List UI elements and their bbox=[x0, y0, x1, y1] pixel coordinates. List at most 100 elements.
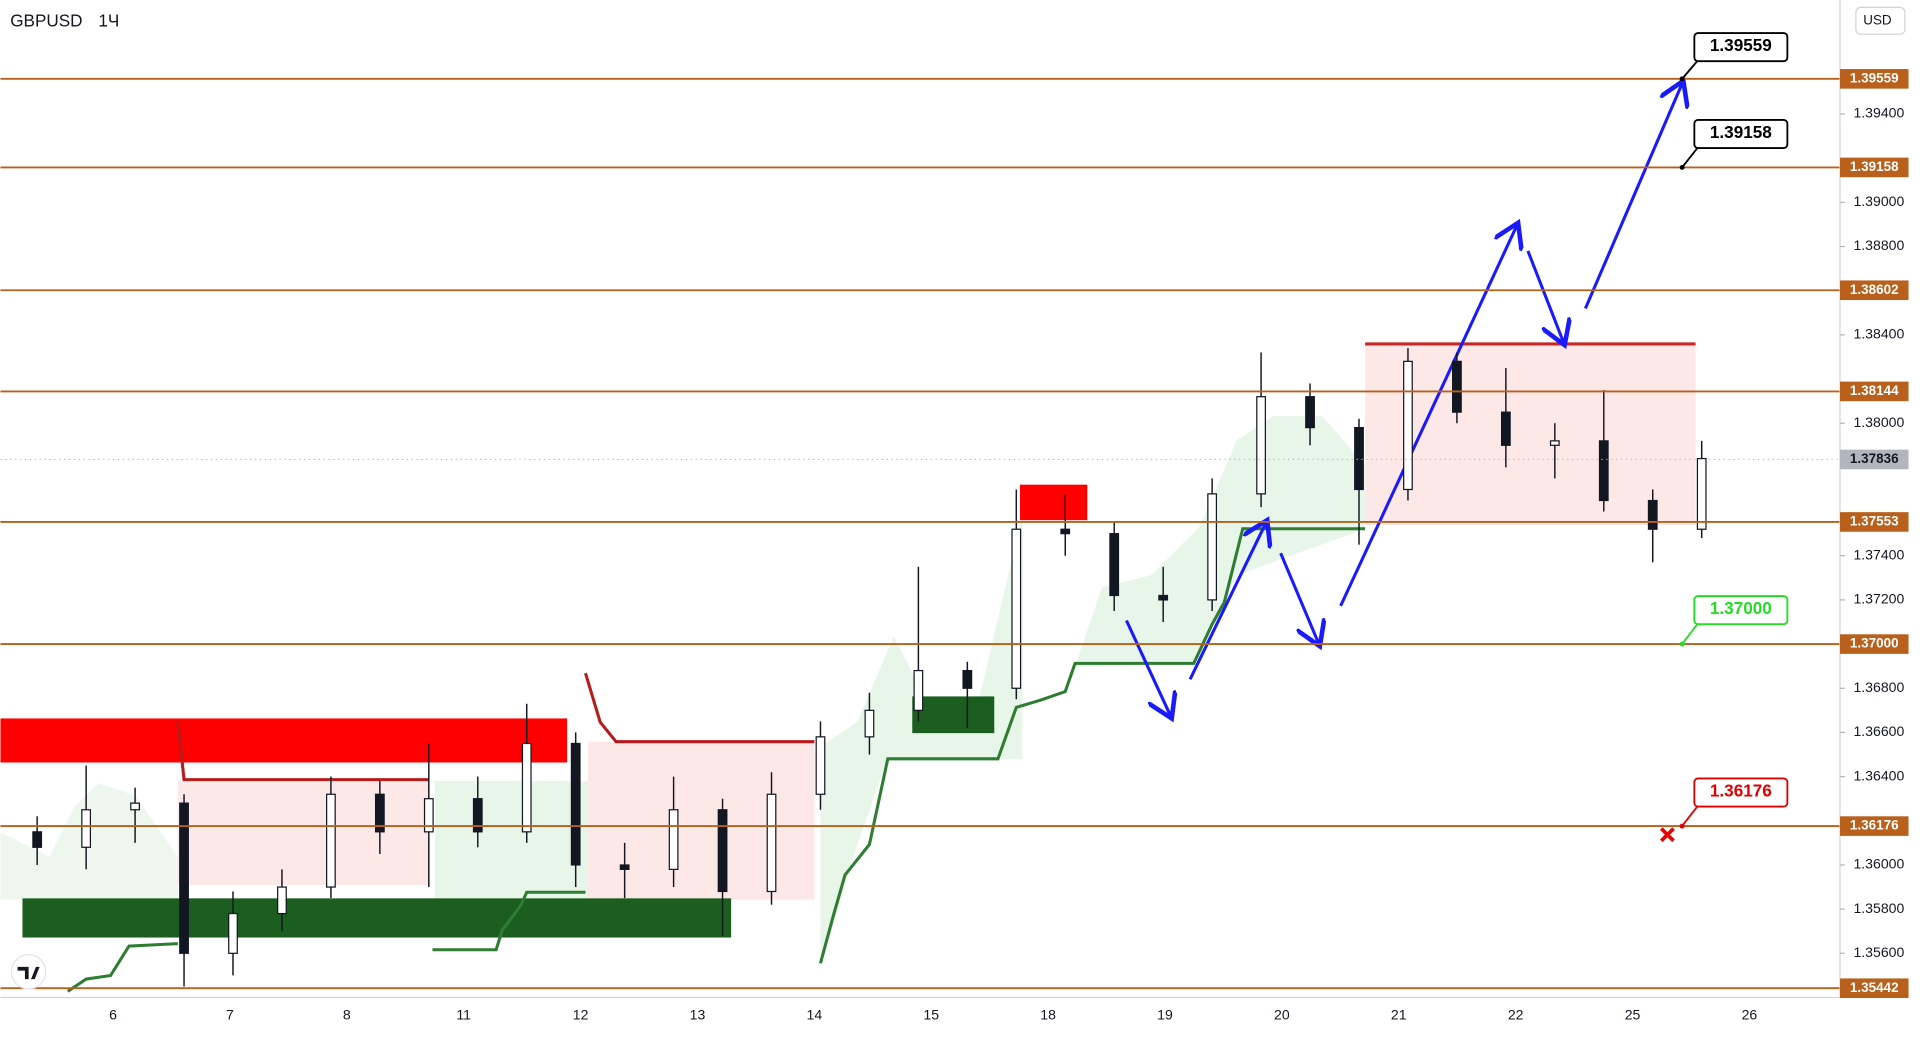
candle-body bbox=[1598, 440, 1609, 502]
arrow bbox=[1584, 81, 1683, 310]
candle-body bbox=[815, 736, 826, 795]
candle-body bbox=[1256, 396, 1266, 495]
candle-body bbox=[1158, 594, 1169, 601]
zone-demand bbox=[22, 898, 732, 938]
callout-dot bbox=[1679, 823, 1685, 829]
candle-body bbox=[1696, 457, 1707, 530]
candle-body bbox=[913, 669, 924, 711]
candle-body bbox=[1647, 499, 1658, 530]
callout-label: 1.39158 bbox=[1710, 122, 1772, 142]
x-tick-label: 18 bbox=[1040, 1007, 1056, 1023]
level-label: 1.37000 bbox=[1850, 636, 1899, 651]
candle-body bbox=[1354, 427, 1364, 491]
callout-pointer bbox=[1681, 621, 1700, 645]
level-label: 1.39158 bbox=[1850, 159, 1899, 174]
x-tick-label: 20 bbox=[1274, 1007, 1290, 1023]
level-label-box bbox=[1839, 69, 1909, 89]
candle-body bbox=[326, 793, 336, 888]
candle-body bbox=[1060, 528, 1071, 535]
callout-dot bbox=[1679, 76, 1685, 82]
level-label-box bbox=[1839, 634, 1909, 654]
candle-body bbox=[374, 793, 385, 833]
level-label: 1.39559 bbox=[1850, 70, 1899, 85]
candle-body bbox=[81, 809, 92, 848]
x-tick-label: 6 bbox=[109, 1007, 117, 1023]
y-tick-label: 1.36400 bbox=[1853, 767, 1904, 783]
annotations bbox=[0, 342, 1696, 993]
candle-body bbox=[472, 798, 483, 833]
candle-body bbox=[277, 886, 287, 915]
x-tick-label: 7 bbox=[226, 1007, 234, 1023]
callout-box bbox=[1693, 777, 1789, 808]
arrow bbox=[1125, 619, 1171, 719]
axes: 1.35600 1.35800 1.36000 1.36400 1.36600 1.368… bbox=[109, 105, 1904, 1023]
y-tick-label: 1.38400 bbox=[1853, 326, 1904, 342]
y-tick-label: 1.37400 bbox=[1853, 546, 1904, 562]
candle-body bbox=[32, 831, 43, 848]
level-label-box bbox=[1839, 816, 1909, 836]
candle-body bbox=[1452, 360, 1462, 413]
candle-body bbox=[570, 742, 581, 866]
forecast-arrows bbox=[1125, 81, 1683, 719]
level-label-box bbox=[1839, 381, 1909, 402]
x-tick-label: 13 bbox=[690, 1007, 706, 1023]
trend-line-green bbox=[432, 890, 586, 952]
arrow bbox=[1526, 250, 1565, 345]
y-tick-label: 1.35600 bbox=[1853, 944, 1904, 960]
candle-body bbox=[864, 709, 875, 738]
x-tick-label: 25 bbox=[1625, 1007, 1641, 1023]
x-tick-label: 12 bbox=[573, 1007, 589, 1023]
interval: 1Ч bbox=[98, 11, 119, 31]
trend-line-red bbox=[176, 721, 429, 782]
callout-label: 1.37000 bbox=[1710, 598, 1772, 618]
candle-body bbox=[766, 793, 777, 893]
logo[interactable] bbox=[10, 954, 47, 990]
callout-dot bbox=[1679, 164, 1685, 170]
x-tick-label: 15 bbox=[923, 1007, 939, 1023]
last-price-box bbox=[1839, 449, 1909, 470]
time-axis bbox=[0, 997, 1920, 1044]
x-tick-label: 22 bbox=[1508, 1007, 1524, 1023]
candle-body bbox=[717, 809, 728, 893]
zone-supply bbox=[1019, 484, 1088, 521]
callout-pointer bbox=[1681, 58, 1700, 80]
y-tick-label: 1.38800 bbox=[1853, 237, 1904, 253]
candle-body bbox=[179, 802, 189, 954]
callout-pointer bbox=[1681, 145, 1700, 168]
zone-green-light bbox=[434, 780, 588, 900]
candle-body bbox=[423, 798, 434, 833]
arrow bbox=[1279, 552, 1320, 646]
x-tick-label: 26 bbox=[1742, 1007, 1758, 1023]
candle-body bbox=[619, 864, 630, 870]
candles bbox=[32, 348, 1707, 987]
symbol: GBPUSD bbox=[10, 11, 82, 31]
candle-body bbox=[1305, 396, 1315, 429]
zone-supply bbox=[0, 718, 568, 763]
logo-mark bbox=[17, 966, 40, 980]
currency-button[interactable] bbox=[1855, 6, 1906, 35]
callout-box bbox=[1693, 595, 1789, 626]
candle-body bbox=[1549, 440, 1560, 446]
level-labels: 1.39559 1.39158 1.38602 1.38144 1.37553 1.370… bbox=[1679, 32, 1909, 999]
x-tick-label: 11 bbox=[456, 1007, 471, 1023]
currency[interactable]: USD bbox=[1863, 12, 1892, 27]
y-tick-label: 1.35800 bbox=[1853, 900, 1904, 916]
x-tick-label: 14 bbox=[807, 1007, 823, 1023]
y-tick-label: 1.36600 bbox=[1853, 723, 1904, 739]
callout-pointer bbox=[1681, 803, 1700, 827]
level-label: 1.36176 bbox=[1850, 818, 1899, 833]
candle-body bbox=[228, 912, 238, 954]
candle-body bbox=[962, 669, 973, 689]
trend-line-red bbox=[584, 672, 815, 744]
level-label: 1.38602 bbox=[1850, 282, 1899, 297]
candle-body bbox=[668, 809, 679, 870]
candle-body bbox=[1011, 528, 1022, 689]
zone-demand bbox=[912, 696, 995, 734]
y-tick-label: 1.39000 bbox=[1853, 193, 1904, 209]
level-label-box bbox=[1839, 512, 1909, 532]
candle-body bbox=[130, 802, 140, 811]
callout-label: 1.36176 bbox=[1710, 780, 1772, 800]
stop-mark bbox=[1660, 827, 1675, 843]
zone-red-light bbox=[1365, 343, 1696, 526]
